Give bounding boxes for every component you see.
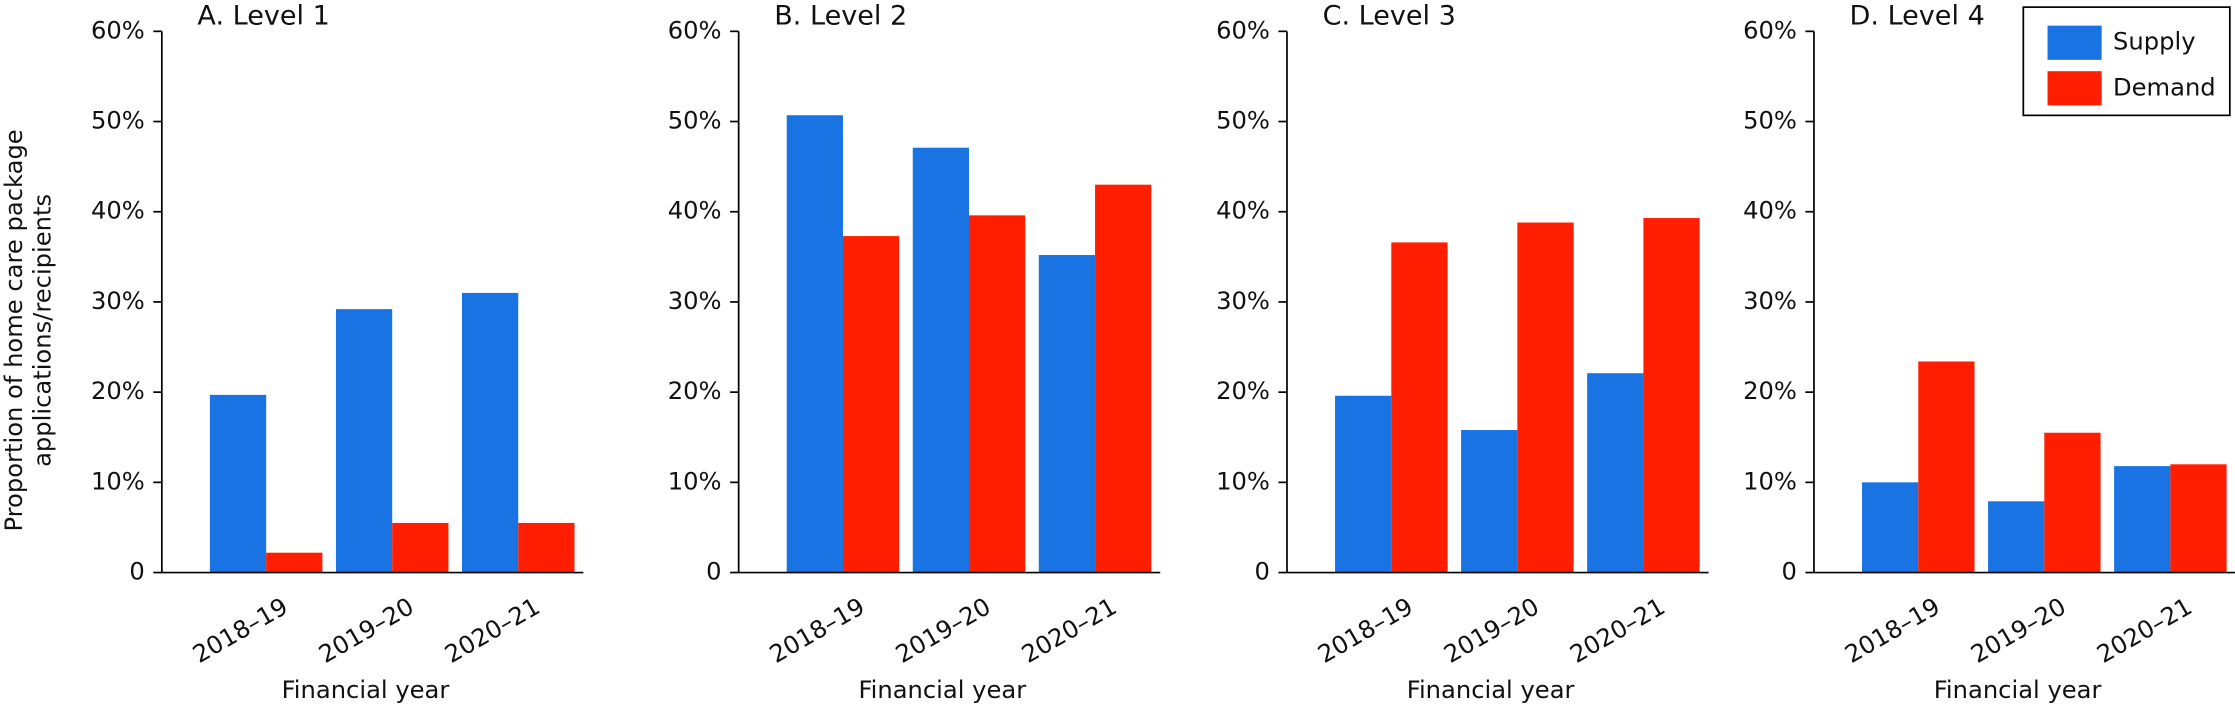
y-tick-label: 10% <box>668 467 722 495</box>
y-tick-label: 40% <box>1216 197 1270 225</box>
bar <box>1391 242 1448 573</box>
y-axis-label: applications/recipients <box>29 194 57 467</box>
y-tick-label: 30% <box>1216 287 1270 315</box>
bar <box>912 147 970 573</box>
y-tick-label: 0 <box>1781 558 1796 586</box>
bar <box>786 115 843 573</box>
y-tick-label: 40% <box>91 197 145 225</box>
bar <box>266 552 323 573</box>
bar <box>1587 373 1644 573</box>
y-tick-label: 50% <box>1743 107 1797 135</box>
legend-label: Demand <box>2113 73 2216 101</box>
y-tick-label: 60% <box>91 16 145 44</box>
bar <box>209 394 267 573</box>
y-tick-label: 50% <box>668 107 722 135</box>
x-axis-label: Financial year <box>282 676 450 704</box>
x-tick-label: 2020–21 <box>2092 592 2196 668</box>
y-tick-label: 60% <box>1216 16 1270 44</box>
bar <box>1461 430 1518 573</box>
x-tick-label: 2018–19 <box>1313 592 1417 668</box>
chart-title: D. Level 4 <box>1850 1 1985 32</box>
x-tick-label: 2020–21 <box>440 592 544 668</box>
x-tick-label: 2018–19 <box>188 592 292 668</box>
bar <box>1335 395 1392 573</box>
x-tick-label: 2018–19 <box>1840 592 1944 668</box>
bar <box>1038 255 1096 573</box>
y-tick-label: 20% <box>1743 377 1797 405</box>
bar <box>842 236 900 573</box>
y-tick-label: 40% <box>1743 197 1797 225</box>
bar <box>2114 466 2171 573</box>
bar <box>2170 464 2227 573</box>
y-tick-label: 50% <box>1216 107 1270 135</box>
bar <box>1862 482 1919 573</box>
y-tick-label: 40% <box>668 197 722 225</box>
y-tick-label: 20% <box>91 377 145 405</box>
bar <box>1517 222 1574 573</box>
y-tick-label: 10% <box>91 467 145 495</box>
x-tick-label: 2020–21 <box>1017 592 1121 668</box>
chart-title: B. Level 2 <box>774 1 907 32</box>
bar <box>1095 184 1152 573</box>
y-tick-label: 30% <box>1743 287 1797 315</box>
bar <box>335 309 393 573</box>
bar <box>2044 432 2101 573</box>
y-tick-label: 60% <box>668 16 722 44</box>
legend-swatch <box>2047 71 2102 106</box>
y-tick-label: 30% <box>668 287 722 315</box>
x-axis-label: Financial year <box>1407 676 1575 704</box>
legend-label: Supply <box>2113 28 2195 56</box>
y-tick-label: 50% <box>91 107 145 135</box>
y-axis-label: Proportion of home care package <box>0 129 28 531</box>
x-axis-label: Financial year <box>1934 676 2102 704</box>
y-tick-label: 20% <box>1216 377 1270 405</box>
bar <box>1988 501 2045 573</box>
bar <box>392 522 449 573</box>
bar <box>1643 218 1700 573</box>
y-tick-label: 30% <box>91 287 145 315</box>
x-tick-label: 2019–20 <box>1439 592 1543 668</box>
chart-title: A. Level 1 <box>197 1 329 32</box>
y-tick-label: 0 <box>129 558 144 586</box>
x-axis-label: Financial year <box>858 676 1026 704</box>
x-tick-label: 2019–20 <box>891 592 995 668</box>
x-tick-label: 2019–20 <box>314 592 418 668</box>
x-tick-label: 2018–19 <box>765 592 869 668</box>
y-tick-label: 0 <box>1254 558 1269 586</box>
y-tick-label: 60% <box>1743 16 1797 44</box>
y-tick-label: 20% <box>668 377 722 405</box>
x-tick-label: 2020–21 <box>1565 592 1669 668</box>
bar <box>518 522 575 573</box>
legend-swatch <box>2047 25 2102 60</box>
chart-title: C. Level 3 <box>1323 1 1456 32</box>
x-tick-label: 2019–20 <box>1966 592 2070 668</box>
y-tick-label: 10% <box>1743 467 1797 495</box>
bar <box>1918 361 1975 573</box>
y-tick-label: 0 <box>706 558 721 586</box>
y-tick-label: 10% <box>1216 467 1270 495</box>
bar <box>969 215 1026 573</box>
bar <box>461 292 519 573</box>
